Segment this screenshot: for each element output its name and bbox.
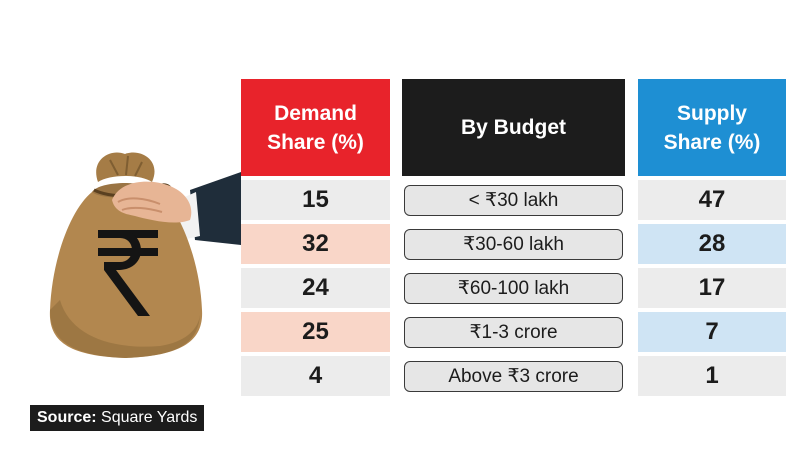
budget-row: ₹30-60 lakh — [402, 224, 625, 264]
supply-share-column: Supply Share (%) 47 28 17 7 1 — [638, 79, 786, 396]
supply-cell: 17 — [638, 268, 786, 308]
budget-pill: < ₹30 lakh — [404, 184, 623, 216]
budget-pill: Above ₹3 crore — [404, 360, 623, 392]
budget-row: Above ₹3 crore — [402, 356, 625, 396]
source-label-value: Square Yards — [96, 409, 198, 426]
supply-cell: 7 — [638, 312, 786, 352]
supply-share-header-text: Supply Share (%) — [663, 101, 761, 154]
demand-cell: 32 — [241, 224, 390, 264]
budget-column: By Budget < ₹30 lakh ₹30-60 lakh ₹60-100… — [402, 79, 625, 396]
demand-share-header-text: Demand Share (%) — [267, 101, 364, 154]
budget-pill: ₹1-3 crore — [404, 316, 623, 348]
demand-share-header: Demand Share (%) — [241, 79, 390, 176]
budget-row: < ₹30 lakh — [402, 180, 625, 220]
budget-header: By Budget — [402, 79, 625, 176]
budget-pill: ₹30-60 lakh — [404, 228, 623, 260]
budget-pill: ₹60-100 lakh — [404, 272, 623, 304]
demand-cell: 15 — [241, 180, 390, 220]
budget-row: ₹1-3 crore — [402, 312, 625, 352]
money-bag-rupee-icon — [49, 152, 241, 358]
demand-cell: 24 — [241, 268, 390, 308]
supply-share-header: Supply Share (%) — [638, 79, 786, 176]
budget-row: ₹60-100 lakh — [402, 268, 625, 308]
supply-cell: 47 — [638, 180, 786, 220]
budget-header-text: By Budget — [461, 116, 566, 139]
supply-cell: 1 — [638, 356, 786, 396]
supply-cell: 28 — [638, 224, 786, 264]
demand-cell: 25 — [241, 312, 390, 352]
demand-share-column: Demand Share (%) 15 32 24 25 4 — [241, 79, 390, 396]
source-label: Source: Square Yards — [30, 405, 205, 431]
demand-cell: 4 — [241, 356, 390, 396]
source-label-prefix: Source: — [37, 409, 97, 426]
